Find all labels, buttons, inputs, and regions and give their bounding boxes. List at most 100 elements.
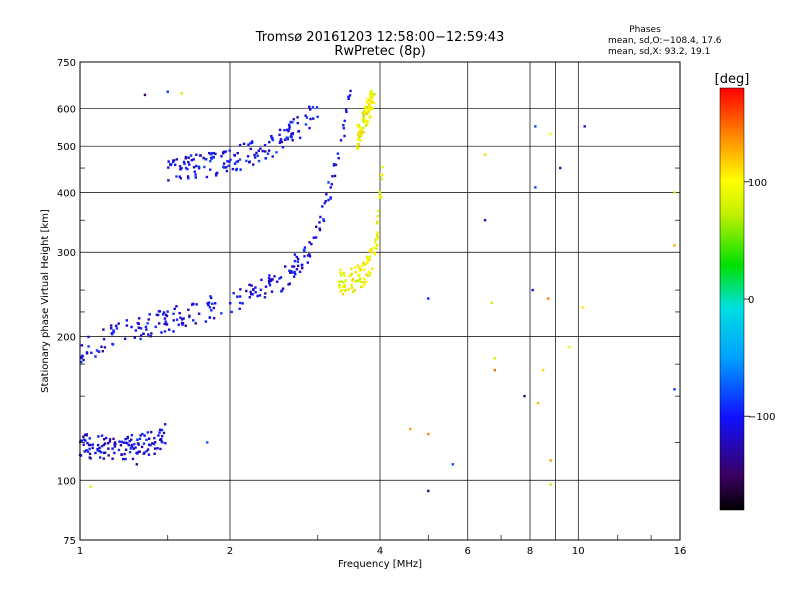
- data-point: [300, 264, 304, 267]
- data-point: [149, 430, 153, 434]
- data-point: [290, 132, 293, 136]
- data-point: [256, 294, 259, 298]
- data-point: [153, 452, 156, 456]
- data-point: [366, 119, 370, 123]
- data-point: [365, 111, 368, 114]
- data-point: [257, 159, 261, 163]
- data-point: [87, 335, 90, 339]
- data-point: [359, 139, 362, 142]
- data-point: [361, 264, 364, 268]
- data-point: [120, 440, 124, 444]
- data-point: [184, 324, 187, 327]
- data-point: [119, 444, 123, 447]
- data-point: [275, 151, 278, 154]
- data-point: [184, 166, 188, 170]
- data-point: [304, 114, 307, 117]
- data-point: [311, 105, 315, 109]
- data-point: [259, 147, 262, 150]
- data-point: [88, 456, 91, 459]
- data-point: [123, 337, 127, 340]
- data-point: [366, 122, 369, 126]
- data-point: [308, 241, 311, 244]
- data-point: [102, 457, 106, 460]
- data-point: [143, 451, 146, 454]
- data-point: [377, 209, 380, 213]
- data-point: [365, 273, 368, 276]
- data-point: [175, 158, 179, 161]
- data-point: [238, 143, 242, 147]
- data-point: [208, 306, 212, 309]
- data-point: [375, 243, 379, 247]
- data-point: [100, 345, 103, 348]
- data-point: [86, 450, 90, 453]
- data-point: [371, 94, 374, 97]
- data-point: [373, 251, 376, 254]
- data-point: [180, 318, 184, 321]
- data-point: [182, 317, 185, 320]
- data-point: [178, 311, 181, 315]
- data-point: [343, 284, 346, 287]
- colorbar-ticks: 100 0 −100: [744, 178, 775, 423]
- data-point: [153, 447, 157, 450]
- data-point: [141, 432, 144, 436]
- data-point: [173, 307, 176, 311]
- data-point: [94, 451, 97, 455]
- data-point: [98, 449, 101, 453]
- data-point: [207, 303, 210, 307]
- data-point: [97, 350, 101, 353]
- data-point: [281, 287, 285, 290]
- data-point: [212, 317, 216, 320]
- data-point: [224, 166, 228, 169]
- data-point: [187, 156, 190, 159]
- data-point: [211, 302, 214, 305]
- data-point: [378, 194, 382, 197]
- data-point: [322, 218, 325, 221]
- data-point: [329, 196, 332, 199]
- data-point: [372, 101, 376, 105]
- data-point: [230, 310, 233, 314]
- data-point: [207, 301, 211, 304]
- data-point: [147, 453, 151, 456]
- data-point: [139, 434, 142, 437]
- data-point: [373, 93, 376, 96]
- data-point: [88, 452, 92, 456]
- data-point: [197, 165, 201, 168]
- data-point: [111, 447, 114, 450]
- colorbar: [deg] 100 0 −100: [715, 72, 775, 511]
- data-point: [278, 277, 281, 280]
- data-point: [251, 293, 254, 296]
- data-point: [158, 431, 161, 434]
- outlier-point: [143, 93, 147, 97]
- data-point: [347, 95, 350, 99]
- data-point: [342, 281, 346, 284]
- data-point: [82, 443, 85, 446]
- data-point: [321, 205, 324, 208]
- data-point: [108, 440, 112, 443]
- data-point: [222, 165, 225, 168]
- data-point: [111, 457, 114, 460]
- data-point: [107, 447, 110, 450]
- data-point: [174, 163, 177, 167]
- data-point: [293, 270, 296, 274]
- data-point: [343, 134, 346, 138]
- data-point: [362, 117, 365, 120]
- data-point: [179, 177, 183, 180]
- data-point: [337, 280, 341, 283]
- data-point: [362, 110, 366, 113]
- data-point: [369, 91, 372, 94]
- data-point: [210, 152, 214, 155]
- data-point: [163, 423, 167, 426]
- data-point: [316, 115, 319, 119]
- data-point: [366, 256, 369, 260]
- data-point: [278, 133, 281, 137]
- data-point: [268, 283, 272, 287]
- data-point: [210, 157, 213, 160]
- data-point: [361, 285, 364, 289]
- data-point: [363, 105, 367, 109]
- data-point: [350, 272, 353, 276]
- data-point: [121, 457, 125, 461]
- data-point: [175, 318, 179, 321]
- data-point: [147, 333, 150, 336]
- data-point: [362, 131, 365, 134]
- outlier-point: [135, 463, 138, 466]
